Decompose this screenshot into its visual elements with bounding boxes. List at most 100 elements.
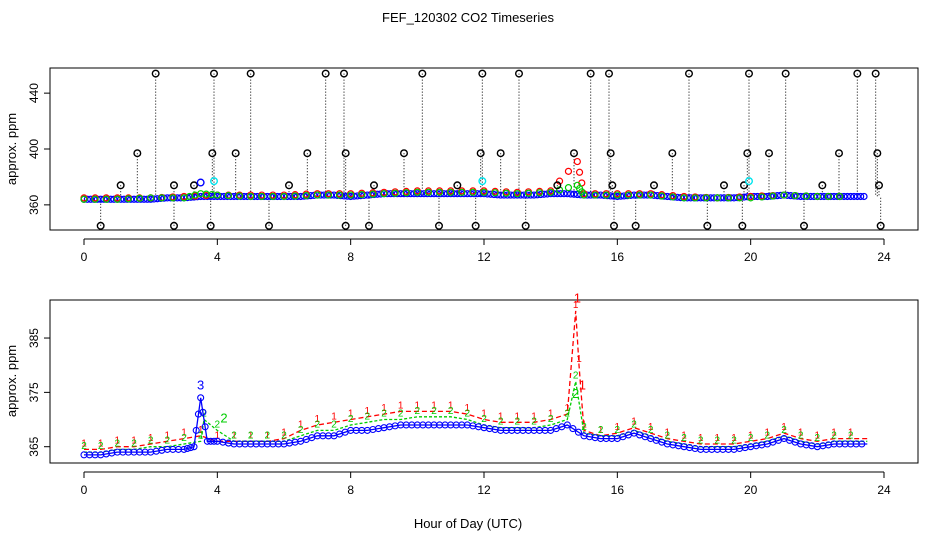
cyan-points-point — [478, 177, 487, 186]
top-x-axis: 0 4 8 12 16 20 24 — [81, 238, 891, 264]
bottom-y-tick-label: 375 — [27, 382, 41, 402]
baseline-green-point — [335, 191, 344, 199]
series-1-digit: 1 — [715, 433, 721, 444]
series-2-digit: 2 — [731, 436, 737, 447]
series-1-digit: 1 — [573, 300, 579, 311]
outliers-high-black-point — [209, 69, 218, 78]
baseline-blue-point — [560, 190, 568, 198]
top-x-tick-label: 24 — [877, 250, 891, 264]
series-2-digit: 2 — [565, 409, 571, 420]
series-2-digit: 2 — [548, 414, 554, 425]
baseline-green-point — [113, 195, 121, 203]
series-1-digit: 1 — [265, 430, 271, 441]
series-2-digit: 2 — [573, 371, 579, 382]
top-panel-marks — [80, 69, 885, 230]
baseline-blue-point — [720, 194, 728, 202]
outliers-low-black-point — [703, 221, 712, 230]
top-y-axis-label: approx. ppm — [4, 113, 19, 185]
outliers-high-black-point — [169, 181, 178, 190]
baseline-blue-point — [387, 190, 395, 198]
baseline-blue-point — [253, 192, 261, 201]
baseline-green-point — [491, 189, 499, 197]
series-1-digit: 1 — [615, 422, 621, 433]
baseline-green-point — [780, 191, 788, 199]
baseline-green-point — [147, 194, 155, 202]
series-2-digit: 2 — [165, 436, 171, 447]
outliers-low-black-point — [341, 221, 350, 230]
bottom-x-tick-label: 0 — [81, 483, 88, 497]
outliers-low-black-point — [631, 221, 640, 230]
series-1-digit: 1 — [281, 428, 287, 439]
baseline-green-point — [302, 191, 310, 200]
baseline-blue-point — [787, 192, 795, 200]
outliers-high-black-point — [246, 69, 255, 78]
series-1-digit: 1 — [81, 438, 87, 449]
series-1-digit: 1 — [448, 400, 454, 411]
baseline-blue-point — [140, 195, 148, 203]
outliers-high-black-point — [553, 181, 562, 190]
series-1-digit: 1 — [831, 428, 837, 439]
outliers-high-black-point — [606, 149, 615, 158]
outliers-high-black-point — [231, 149, 240, 158]
series-1-digit: 1 — [848, 428, 854, 439]
baseline-green-point — [435, 188, 444, 196]
baseline-blue-point — [143, 195, 151, 203]
series-3-point — [563, 421, 571, 429]
series-1-digit: 1 — [98, 438, 104, 449]
baseline-blue-point — [273, 192, 281, 201]
top-x-tick-label: 16 — [611, 250, 625, 264]
series-2-line — [84, 381, 868, 453]
outliers-high-black-point — [853, 69, 862, 78]
baseline-green-point — [135, 194, 144, 202]
baseline-green-point — [747, 194, 755, 202]
outliers-high-black-point — [781, 69, 790, 78]
baseline-blue-point — [843, 192, 851, 201]
outliers-low-black-point — [96, 221, 105, 230]
series-1-digit: 1 — [515, 411, 521, 422]
outliers-low-black-point — [206, 221, 215, 230]
series-2-digit: 2 — [81, 441, 87, 452]
bottom-y-axis-label: approx. ppm — [4, 345, 19, 417]
baseline-green-point — [458, 188, 466, 196]
outliers-high-black-point — [133, 149, 142, 158]
baseline-green-point — [647, 191, 655, 199]
outliers-high-black-point — [515, 69, 524, 78]
series-1-digit: 1 — [181, 428, 187, 439]
baseline-green-point — [564, 184, 573, 192]
baseline-green-point — [424, 188, 433, 196]
series-2-digit: 2 — [381, 409, 387, 420]
baseline-blue-point — [683, 194, 691, 202]
series-3-point — [187, 444, 195, 452]
outliers-low-black-point — [876, 221, 885, 230]
baseline-green-point — [358, 191, 366, 199]
baseline-green-point — [724, 194, 733, 202]
series-2-digit: 2 — [215, 419, 221, 430]
baseline-green-point — [213, 191, 221, 199]
baseline-blue-point — [110, 195, 118, 203]
bottom-annotation: 1 — [579, 378, 586, 393]
top-x-tick-label: 8 — [347, 250, 354, 264]
baseline-blue-point — [777, 191, 785, 199]
baseline-green-point — [102, 195, 110, 203]
baseline-green-point — [602, 191, 610, 199]
baseline-green-point — [824, 192, 833, 201]
baseline-green-point — [169, 194, 177, 202]
series-1-digit: 1 — [598, 425, 604, 436]
outliers-low-black-point — [365, 221, 374, 230]
outliers-high-black-point — [151, 69, 160, 78]
baseline-green-point — [535, 189, 544, 197]
series-2-digit: 2 — [98, 441, 104, 452]
bottom-x-tick-label: 12 — [477, 483, 491, 497]
outliers-high-black-point — [818, 181, 827, 190]
outliers-high-black-point — [835, 149, 844, 158]
baseline-blue-point — [373, 190, 381, 198]
outliers-low-black-point — [169, 221, 178, 230]
baseline-green-point — [680, 194, 688, 202]
baseline-blue-point — [320, 191, 328, 199]
baseline-blue-point — [557, 190, 565, 198]
bottom-x-axis: 0 4 8 12 16 20 24 — [81, 471, 891, 497]
series-1-digit: 1 — [798, 428, 804, 439]
baseline-green-point — [613, 191, 621, 199]
baseline-green-point — [391, 189, 399, 197]
bottom-annotation: 2 — [220, 410, 227, 425]
